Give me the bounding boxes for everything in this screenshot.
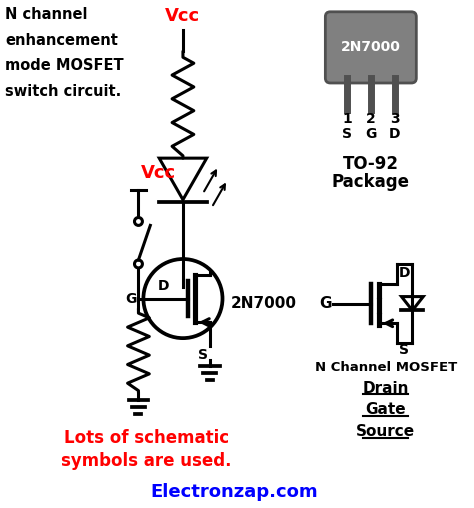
Text: S: S xyxy=(198,348,208,362)
Text: Vcc: Vcc xyxy=(165,7,201,25)
Text: enhancement: enhancement xyxy=(5,33,118,48)
Text: 2N7000: 2N7000 xyxy=(341,41,401,54)
Text: symbols are used.: symbols are used. xyxy=(61,452,232,470)
Text: D: D xyxy=(389,126,401,141)
Text: Vcc: Vcc xyxy=(140,164,175,182)
FancyBboxPatch shape xyxy=(325,12,416,83)
Text: Electronzap.com: Electronzap.com xyxy=(151,484,318,501)
Text: 1: 1 xyxy=(342,112,352,125)
Text: Drain: Drain xyxy=(363,380,409,396)
Text: 2N7000: 2N7000 xyxy=(230,296,296,311)
Text: D: D xyxy=(157,279,169,293)
Text: Source: Source xyxy=(356,424,415,439)
Text: N channel: N channel xyxy=(5,7,87,22)
Text: Gate: Gate xyxy=(365,402,406,418)
Text: mode MOSFET: mode MOSFET xyxy=(5,58,124,73)
Text: 3: 3 xyxy=(390,112,400,125)
Text: switch circuit.: switch circuit. xyxy=(5,84,121,99)
Text: Package: Package xyxy=(332,173,410,191)
Text: S: S xyxy=(399,343,409,357)
Text: TO-92: TO-92 xyxy=(343,155,399,173)
Text: G: G xyxy=(319,296,331,311)
Text: N Channel MOSFET: N Channel MOSFET xyxy=(315,361,457,374)
Text: G: G xyxy=(125,292,137,306)
Text: G: G xyxy=(365,126,376,141)
Text: D: D xyxy=(399,266,410,280)
Text: Lots of schematic: Lots of schematic xyxy=(64,429,229,447)
Text: 2: 2 xyxy=(366,112,376,125)
Text: S: S xyxy=(342,126,352,141)
